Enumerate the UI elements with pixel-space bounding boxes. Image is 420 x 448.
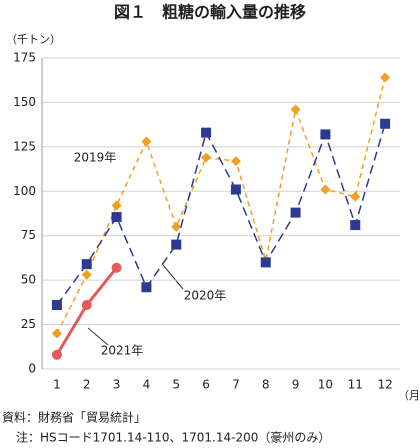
y-tick-label: 100 xyxy=(13,184,36,198)
x-tick-label: 3 xyxy=(113,378,121,392)
x-tick-label: 6 xyxy=(202,378,210,392)
marker xyxy=(201,152,212,163)
marker xyxy=(171,221,182,232)
marker xyxy=(380,118,391,129)
marker xyxy=(320,129,331,140)
marker xyxy=(111,212,122,223)
series-line xyxy=(56,123,386,306)
marker xyxy=(290,104,301,115)
y-tick-label: 0 xyxy=(28,362,36,376)
marker xyxy=(230,184,241,195)
series-label: 2019年 xyxy=(74,151,117,165)
x-tick-label: 7 xyxy=(232,378,240,392)
y-tick-label: 25 xyxy=(21,317,36,331)
x-tick-label: 5 xyxy=(172,378,180,392)
x-unit: （月） xyxy=(398,389,420,402)
y-tick-label: 150 xyxy=(13,95,36,109)
y-tick-label: 125 xyxy=(13,139,36,153)
marker xyxy=(171,239,182,250)
series-label: 2021年 xyxy=(101,344,144,358)
marker xyxy=(290,207,301,218)
marker xyxy=(81,259,92,270)
x-tick-label: 10 xyxy=(318,378,333,392)
y-tick-label: 50 xyxy=(21,273,36,287)
note: 注：HSコード1701.14-110、1701.14-200（豪州のみ） xyxy=(16,430,330,445)
marker xyxy=(111,200,122,211)
series-label: 2020年 xyxy=(184,289,227,303)
x-tick-label: 1 xyxy=(53,378,61,392)
x-tick-label: 12 xyxy=(377,378,392,392)
marker xyxy=(51,349,62,360)
y-tick-label: 75 xyxy=(21,228,36,242)
marker xyxy=(81,300,92,311)
chart-title: 図１ 粗糖の輸入量の推移 xyxy=(114,3,306,22)
marker xyxy=(320,184,331,195)
leader-line xyxy=(162,264,184,290)
x-tick-label: 8 xyxy=(262,378,270,392)
marker xyxy=(350,220,361,231)
marker xyxy=(350,191,361,202)
leader-line xyxy=(87,327,109,346)
marker xyxy=(141,136,152,147)
marker xyxy=(51,300,62,311)
y-tick-label: 175 xyxy=(13,51,36,65)
marker xyxy=(141,282,152,293)
y-unit: （千トン） xyxy=(6,33,61,46)
x-tick-label: 4 xyxy=(143,378,151,392)
series-line xyxy=(55,266,118,356)
marker xyxy=(111,262,122,273)
x-tick-label: 9 xyxy=(292,378,300,392)
marker xyxy=(81,269,92,280)
marker xyxy=(51,328,62,339)
x-tick-label: 11 xyxy=(348,378,363,392)
x-tick-label: 2 xyxy=(83,378,91,392)
marker xyxy=(230,156,241,167)
marker xyxy=(380,72,391,83)
note: 資料：財務省「貿易統計」 xyxy=(2,410,146,425)
marker xyxy=(260,257,271,268)
marker xyxy=(201,127,212,138)
